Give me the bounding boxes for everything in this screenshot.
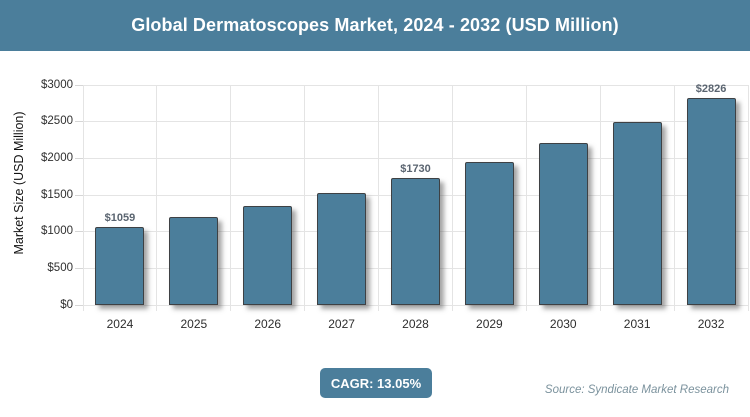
cagr-label: CAGR: 13.05% [330, 375, 422, 391]
bar-value-label: $2826 [695, 82, 727, 95]
plot-area: $0 $500 $1000 $1500 $2000 $2500 $3000 2024 $1059… [41, 79, 749, 331]
bar-2027 [317, 192, 367, 305]
x-gridline [230, 85, 232, 311]
y-tick-label: $1500 [41, 188, 73, 201]
bar-2024 [95, 227, 145, 305]
x-gridline [156, 85, 158, 311]
bar-2025 [169, 217, 219, 305]
y-tick-label: $500 [47, 261, 73, 274]
bar-value-label: $1730 [400, 163, 431, 176]
y-tick-label: $0 [60, 298, 73, 311]
x-gridline [673, 85, 675, 311]
cagr-badge: CAGR: 13.05% [320, 368, 432, 398]
x-tick-label: 2030 [549, 317, 577, 331]
y-tick [75, 267, 83, 269]
x-tick-label: 2028 [402, 317, 429, 331]
y-tick [75, 84, 83, 86]
y-tick-label: $2500 [41, 115, 73, 128]
y-tick [75, 231, 83, 233]
bar-value-label: $1059 [104, 212, 136, 225]
y-tick [75, 121, 83, 123]
x-gridline [304, 85, 306, 311]
y-tick [75, 304, 83, 306]
bar-2030 [538, 142, 588, 305]
chart-title: Global Dermatoscopes Market, 2024 - 2032… [131, 15, 619, 35]
x-tick-label: 2029 [476, 317, 503, 331]
bar-2029 [464, 161, 514, 305]
x-tick-label: 2027 [328, 317, 355, 331]
x-gridline [378, 85, 380, 311]
y-tick [75, 157, 83, 159]
x-tick-label: 2024 [106, 317, 134, 331]
x-tick-label: 2026 [254, 317, 282, 331]
x-gridline [747, 85, 749, 311]
x-gridline [82, 85, 84, 311]
y-gridline [83, 121, 748, 123]
bar-2028 [391, 178, 440, 305]
y-tick-label: $3000 [41, 78, 73, 91]
bar-2026 [243, 205, 293, 305]
bar-2031 [612, 121, 662, 305]
y-gridline [83, 304, 748, 306]
y-tick [75, 194, 83, 196]
y-gridline [83, 84, 748, 86]
x-gridline [451, 85, 453, 311]
y-gridline [83, 157, 748, 159]
x-gridline [525, 85, 527, 311]
y-tick-label: $1000 [41, 225, 73, 238]
x-tick-label: 2032 [697, 317, 725, 331]
x-tick-label: 2031 [623, 317, 651, 331]
bar-2032 [686, 97, 736, 305]
y-tick-label: $2000 [41, 151, 73, 164]
x-gridline [599, 85, 601, 311]
chart-title-bar: Global Dermatoscopes Market, 2024 - 2032… [0, 0, 750, 51]
source-text: Source: Syndicate Market Research [544, 384, 729, 396]
x-tick-label: 2025 [180, 317, 208, 331]
